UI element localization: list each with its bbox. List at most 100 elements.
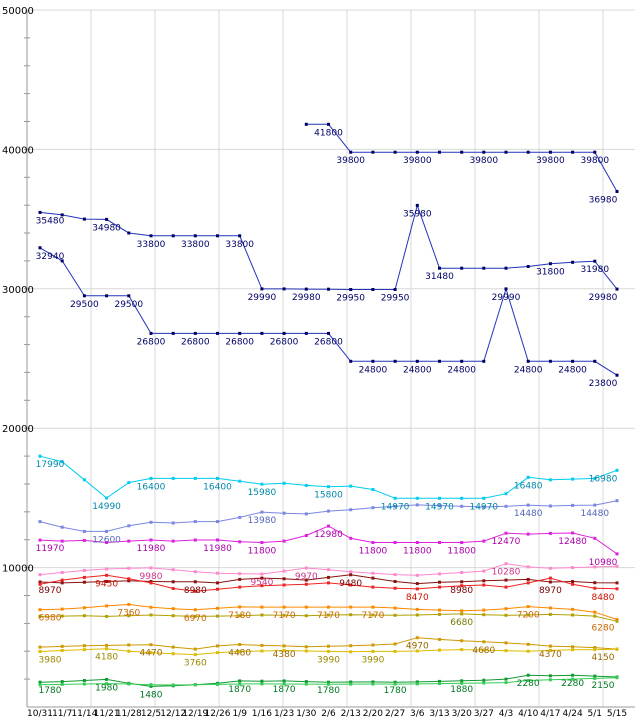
x-tick-label: 1/9 [232,709,247,719]
data-point [304,682,308,686]
data-point [149,683,153,687]
x-tick-label: 12/5 [141,709,161,719]
data-point [127,577,131,581]
data-point [460,648,464,652]
data-point [260,576,264,580]
data-point [371,541,375,544]
data-point [571,580,575,583]
data-point [38,645,42,649]
data-point [282,583,286,587]
data-point [593,359,597,363]
data-point [482,359,486,363]
data-point [571,677,575,681]
data-point [60,525,64,529]
data-point [238,585,242,589]
data-point [415,587,419,591]
data-point [615,618,619,621]
data-point [460,639,464,643]
value-label: 14970 [425,502,454,512]
data-point [327,649,330,653]
value-label: 6970 [184,614,207,624]
x-tick-label: 12/19 [182,709,208,719]
data-point [38,538,42,542]
data-point [548,612,552,616]
data-point [82,614,86,618]
data-point [171,476,175,480]
data-point [304,483,308,487]
data-point [593,586,597,590]
data-point [349,644,353,648]
data-point [193,614,197,618]
data-point [526,532,530,536]
data-point [548,648,552,652]
data-point [548,504,552,508]
data-point [349,682,353,686]
data-point [349,288,353,291]
data-point [371,571,375,575]
data-point [460,580,464,584]
data-point [304,331,308,335]
data-point [526,475,530,479]
data-point [282,605,286,609]
data-point [260,679,264,683]
value-label: 39800 [536,156,565,166]
data-point [171,568,175,572]
value-label: 24800 [359,365,388,375]
value-label: 29990 [492,293,521,303]
data-point [216,682,219,686]
data-point [105,604,109,608]
value-label: 10980 [589,558,618,568]
x-tick-label: 11/7 [52,709,72,719]
data-point [393,541,397,544]
value-label: 29990 [248,293,277,303]
data-point [615,587,619,591]
data-point [260,331,264,335]
value-label: 16400 [203,482,232,492]
data-point [415,582,419,586]
value-label: 16980 [589,474,618,484]
value-label: 4380 [273,650,296,660]
value-label: 11800 [359,547,388,557]
value-label: 8980 [184,586,207,596]
data-point [482,608,486,612]
data-point [304,566,308,570]
data-point [460,679,464,683]
data-point [460,612,464,616]
data-point [482,681,486,685]
value-label: 24800 [558,365,587,375]
data-point [171,683,175,687]
data-point [171,614,175,618]
data-point [105,217,109,221]
data-point [438,266,441,270]
x-tick-label: 5/15 [607,709,627,719]
y-tick-label: 30000 [2,285,34,296]
data-point [393,680,397,684]
data-point [304,578,308,582]
data-point [504,681,508,685]
value-label: 7170 [317,611,340,621]
x-tick-label: 2/20 [363,709,383,719]
data-point [548,262,552,266]
data-point [415,503,419,507]
value-label: 2150 [592,681,615,691]
data-point [82,679,86,682]
data-point [238,572,242,576]
data-point [371,680,375,684]
data-point [482,579,486,583]
data-point [593,503,597,507]
data-point [393,682,397,686]
data-point [460,496,464,500]
x-tick-label: 4/17 [540,709,560,719]
data-point [282,679,286,683]
data-point [38,683,42,687]
data-point [38,520,42,524]
x-tick-label: 11/28 [116,709,142,719]
value-label: 26800 [181,337,210,347]
data-point [82,529,86,533]
data-point [415,150,419,154]
value-label: 31980 [580,265,609,275]
x-tick-label: 4/24 [562,709,582,719]
data-point [593,614,597,618]
data-point [349,484,353,488]
data-point [438,585,441,589]
